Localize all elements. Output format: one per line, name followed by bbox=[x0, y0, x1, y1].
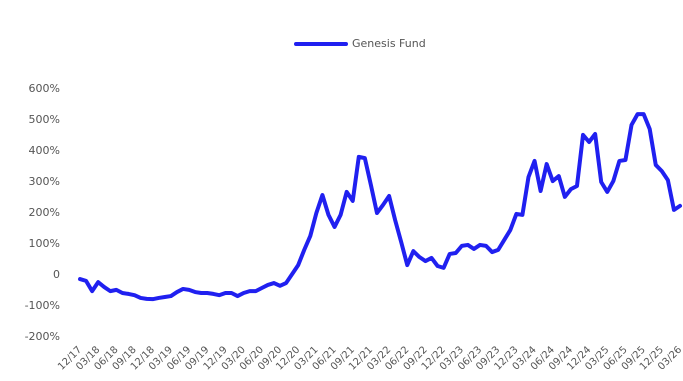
y-tick-label: 200% bbox=[29, 206, 60, 219]
y-tick-label: 300% bbox=[29, 175, 60, 188]
y-tick-label: 400% bbox=[29, 144, 60, 157]
legend-label: Genesis Fund bbox=[352, 37, 426, 50]
y-tick-label: -200% bbox=[25, 330, 60, 343]
y-tick-label: 600% bbox=[29, 82, 60, 95]
y-tick-label: 500% bbox=[29, 113, 60, 126]
y-tick-label: 100% bbox=[29, 237, 60, 250]
y-tick-label: -100% bbox=[25, 299, 60, 312]
y-tick-label: 0 bbox=[53, 268, 60, 281]
data-line bbox=[78, 112, 682, 302]
